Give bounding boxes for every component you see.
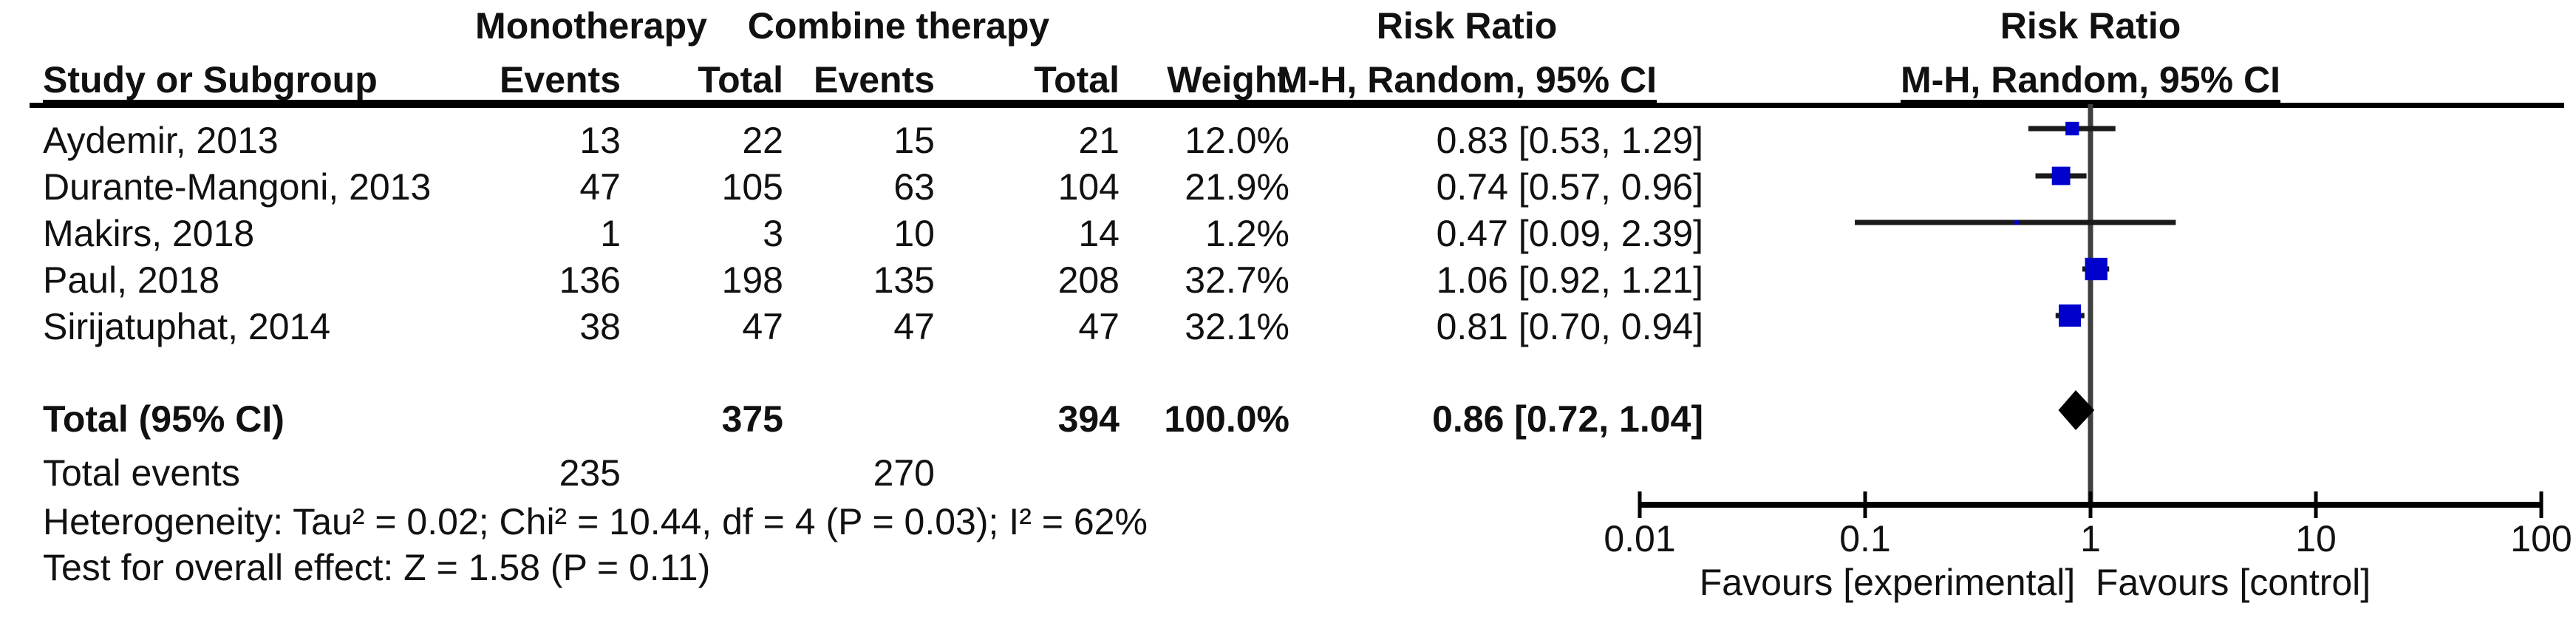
study-events-comb: 135 bbox=[873, 259, 935, 301]
study-events-mono: 38 bbox=[579, 306, 621, 347]
study-rr-ci: 0.81 [0.70, 0.94] bbox=[1436, 306, 1703, 347]
total-mono: 375 bbox=[721, 398, 783, 440]
axis-tick-label: 0.1 bbox=[1839, 518, 1891, 559]
study-name: Aydemir, 2013 bbox=[43, 120, 279, 161]
study-name: Sirijatuphat, 2014 bbox=[43, 306, 331, 347]
col-header-mh-ci: M-H, Random, 95% CI bbox=[1277, 61, 1657, 103]
study-events-comb: 63 bbox=[893, 166, 935, 208]
study-total-comb: 14 bbox=[1078, 213, 1120, 254]
study-total-comb: 47 bbox=[1078, 306, 1120, 347]
study-rr-ci: 0.74 [0.57, 0.96] bbox=[1436, 166, 1703, 208]
col-header-events-comb: Events bbox=[595, 61, 935, 103]
study-events-mono: 1 bbox=[600, 213, 621, 254]
study-rr-ci: 0.83 [0.53, 1.29] bbox=[1436, 120, 1703, 161]
study-name: Durante-Mangoni, 2013 bbox=[43, 166, 432, 208]
axis-tick-label: 0.01 bbox=[1604, 518, 1676, 559]
group-header-monotherapy: Monotherapy bbox=[475, 5, 707, 47]
study-events-comb: 15 bbox=[893, 120, 935, 161]
study-events-mono: 13 bbox=[579, 120, 621, 161]
table-header-risk-ratio: Risk Ratio bbox=[1376, 5, 1558, 47]
axis-tick-label: 10 bbox=[2295, 518, 2337, 559]
total-weight: 100.0% bbox=[1164, 398, 1289, 440]
study-rr-ci: 1.06 [0.92, 1.21] bbox=[1436, 259, 1703, 301]
study-square bbox=[2065, 121, 2079, 136]
total-row-label: Total (95% CI) bbox=[43, 398, 284, 440]
study-square bbox=[2051, 166, 2071, 185]
total-events-mono: 235 bbox=[559, 452, 621, 494]
study-weight: 21.9% bbox=[1185, 166, 1289, 208]
study-weight: 32.1% bbox=[1185, 306, 1289, 347]
col-header-weight: Weight bbox=[950, 61, 1289, 103]
study-total-comb: 21 bbox=[1078, 120, 1120, 161]
study-square bbox=[2059, 304, 2082, 327]
study-total-mono: 47 bbox=[742, 306, 783, 347]
header-rule bbox=[30, 103, 2564, 108]
total-rr-ci: 0.86 [0.72, 1.04] bbox=[1432, 398, 1703, 440]
study-events-mono: 136 bbox=[559, 259, 621, 301]
plot-header-mh-ci: M-H, Random, 95% CI bbox=[1901, 61, 2280, 103]
study-square bbox=[2014, 220, 2019, 225]
axis-tick-label: 1 bbox=[2080, 518, 2101, 559]
study-weight: 1.2% bbox=[1205, 213, 1289, 254]
heterogeneity-text: Heterogeneity: Tau² = 0.02; Chi² = 10.44… bbox=[43, 501, 1148, 542]
total-events-comb: 270 bbox=[873, 452, 935, 494]
study-name: Paul, 2018 bbox=[43, 259, 220, 301]
study-total-mono: 22 bbox=[742, 120, 783, 161]
study-events-comb: 10 bbox=[893, 213, 935, 254]
study-total-comb: 104 bbox=[1057, 166, 1120, 208]
study-rr-ci: 0.47 [0.09, 2.39] bbox=[1436, 213, 1703, 254]
study-total-mono: 198 bbox=[721, 259, 783, 301]
study-total-mono: 3 bbox=[763, 213, 783, 254]
study-total-comb: 208 bbox=[1057, 259, 1120, 301]
overall-effect-text: Test for overall effect: Z = 1.58 (P = 0… bbox=[43, 547, 711, 588]
study-name: Makirs, 2018 bbox=[43, 213, 255, 254]
study-weight: 12.0% bbox=[1185, 120, 1289, 161]
study-weight: 32.7% bbox=[1185, 259, 1289, 301]
favours-control-label: Favours [control] bbox=[2095, 562, 2371, 603]
total-events-label: Total events bbox=[43, 452, 240, 494]
study-events-comb: 47 bbox=[893, 306, 935, 347]
axis-tick-label: 100 bbox=[2510, 518, 2572, 559]
total-diamond bbox=[2058, 390, 2095, 430]
total-comb: 394 bbox=[1057, 398, 1120, 440]
plot-header-risk-ratio: Risk Ratio bbox=[2000, 5, 2181, 47]
favours-experimental-label: Favours [experimental] bbox=[1699, 562, 2076, 603]
study-square bbox=[2085, 257, 2108, 281]
study-total-mono: 105 bbox=[721, 166, 783, 208]
study-events-mono: 47 bbox=[579, 166, 621, 208]
col-header-study: Study or Subgroup bbox=[43, 61, 378, 103]
group-header-combine-therapy: Combine therapy bbox=[747, 5, 1050, 47]
